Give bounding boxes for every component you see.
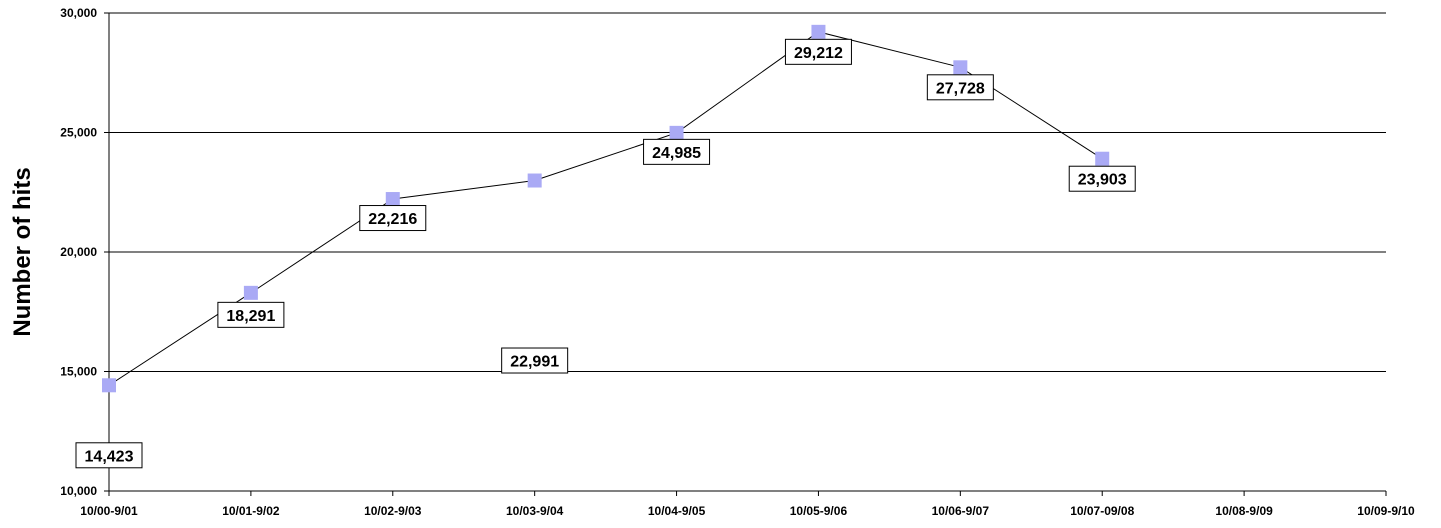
- data-label-text: 27,728: [936, 80, 985, 97]
- x-tick-label: 10/06-9/07: [932, 504, 990, 518]
- gridlines: [109, 12, 1386, 372]
- x-tick-label: 10/05-9/06: [790, 504, 848, 518]
- data-markers: [102, 24, 1110, 393]
- series-line: [108, 31, 1103, 386]
- data-point: [953, 60, 968, 75]
- data-label-box: [784, 38, 852, 65]
- y-tick-label: 30,000: [60, 6, 97, 20]
- data-label: 22,216: [359, 205, 427, 232]
- data-label-box: [643, 138, 711, 165]
- data-label: 24,985: [643, 138, 711, 165]
- data-point: [669, 125, 684, 140]
- data-label-box: [217, 301, 285, 328]
- y-tick-label: 20,000: [60, 245, 97, 259]
- data-label-box: [1068, 165, 1136, 192]
- data-label-box: [501, 347, 569, 374]
- data-point: [102, 378, 116, 393]
- data-label-text: 14,423: [85, 448, 134, 465]
- data-point: [527, 173, 542, 188]
- data-label-text: 22,991: [510, 354, 559, 371]
- data-point: [1095, 151, 1110, 166]
- data-label: 18,291: [217, 301, 285, 328]
- data-label-text: 18,291: [226, 308, 275, 325]
- x-tick-label: 10/08-9/09: [1215, 504, 1273, 518]
- x-tick-label: 10/01-9/02: [222, 504, 280, 518]
- series-polyline: [108, 31, 1103, 386]
- y-tick-label: 10,000: [60, 484, 97, 498]
- data-label-text: 29,212: [794, 45, 843, 62]
- data-label: 29,212: [784, 38, 852, 65]
- data-point: [811, 24, 826, 39]
- data-label: 14,423: [75, 442, 143, 469]
- data-label-text: 22,216: [368, 211, 417, 228]
- data-labels: 14,423 18,291 22,216 22,991 24,985 29,212 27,7…: [75, 38, 1136, 469]
- x-tick-label: 10/03-9/04: [506, 504, 564, 518]
- x-tick-label: 10/00-9/01: [80, 504, 138, 518]
- x-tick-label: 10/09-9/10: [1357, 504, 1415, 518]
- data-label-box: [75, 442, 143, 469]
- axes: 10,000 15,000 20,000 25,000 30,000 10/00-9/01…: [60, 6, 1415, 518]
- x-tick-label: 10/04-9/05: [648, 504, 706, 518]
- data-point: [385, 192, 400, 207]
- data-label-box: [926, 74, 994, 101]
- data-point: [243, 285, 258, 300]
- data-label-text: 23,903: [1078, 172, 1127, 189]
- y-axis-title: Number of hits: [9, 167, 36, 336]
- y-tick-label: 15,000: [60, 365, 97, 379]
- data-label: 23,903: [1068, 165, 1136, 192]
- x-tick-label: 10/02-9/03: [364, 504, 422, 518]
- y-tick-label: 25,000: [60, 126, 97, 140]
- data-label-text: 24,985: [652, 145, 701, 162]
- data-label: 27,728: [926, 74, 994, 101]
- data-label-box: [359, 205, 427, 232]
- x-tick-label: 10/07-09/08: [1070, 504, 1134, 518]
- data-label: 22,991: [501, 347, 569, 374]
